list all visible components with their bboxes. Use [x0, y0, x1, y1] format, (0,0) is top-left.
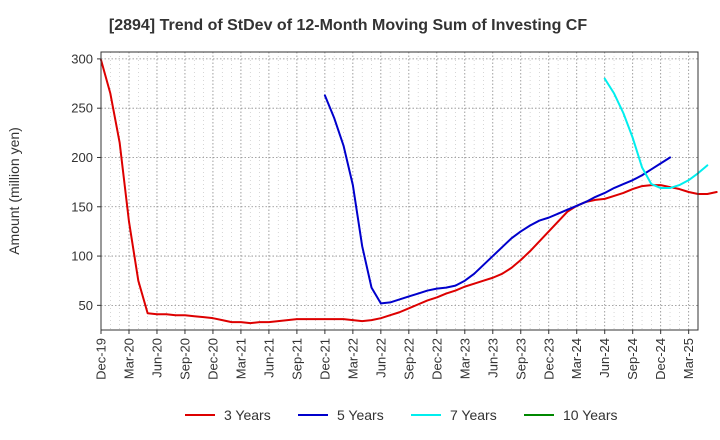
x-tick-label: Mar-21	[233, 338, 248, 379]
x-tick-label: Mar-20	[121, 338, 136, 379]
x-tick-label: Sep-22	[401, 338, 416, 380]
x-tick-label: Mar-22	[345, 338, 360, 379]
x-tick-label: Sep-21	[289, 338, 304, 380]
x-tick-label: Dec-24	[653, 338, 668, 380]
x-tick-label: Jun-20	[149, 338, 164, 378]
y-tick-label: 50	[79, 298, 93, 313]
y-tick-label: 250	[71, 101, 93, 116]
grid-lines	[100, 52, 698, 330]
y-tick-label: 200	[71, 150, 93, 165]
x-tick-label: Dec-22	[429, 338, 444, 380]
y-axis-title: Amount (million yen)	[6, 127, 22, 255]
legend-label: 10 Years	[563, 407, 618, 423]
y-tick-label: 100	[71, 249, 93, 264]
x-tick-label: Dec-23	[541, 338, 556, 380]
x-tick-label: Dec-21	[317, 338, 332, 380]
x-tick-label: Jun-24	[597, 338, 612, 378]
x-tick-label: Mar-24	[569, 338, 584, 379]
legend: 3 Years 5 Years 7 Years 10 Years	[185, 407, 618, 423]
x-tick-label: Sep-23	[513, 338, 528, 380]
plot-frame	[100, 51, 699, 331]
x-tick-label: Jun-21	[261, 338, 276, 378]
plot-area-series	[100, 58, 718, 325]
series-line-7-years	[603, 77, 709, 190]
y-tick-label: 150	[71, 199, 93, 214]
series-line-3-years	[100, 58, 718, 325]
x-tick-label: Sep-24	[625, 338, 640, 380]
x-tick-label: Sep-20	[177, 338, 192, 380]
x-tick-label: Mar-23	[457, 338, 472, 379]
x-tick-label: Dec-20	[205, 338, 220, 380]
x-axis: Dec-19 Mar-20 Jun-20 Sep-20 Dec-20 Mar-21 Jun-…	[94, 330, 696, 380]
x-tick-label: Mar-25	[681, 338, 696, 379]
y-axis: 50 100 150 200 250 300	[71, 51, 101, 313]
legend-label: 3 Years	[224, 407, 271, 423]
x-tick-label: Jun-23	[485, 338, 500, 378]
legend-label: 7 Years	[450, 407, 497, 423]
legend-label: 5 Years	[337, 407, 384, 423]
chart-title: [2894] Trend of StDev of 12-Month Moving…	[109, 17, 587, 34]
x-tick-label: Dec-19	[94, 338, 109, 380]
x-tick-label: Jun-22	[373, 338, 388, 378]
y-tick-label: 300	[71, 51, 93, 66]
series-line-5-years	[323, 94, 672, 305]
